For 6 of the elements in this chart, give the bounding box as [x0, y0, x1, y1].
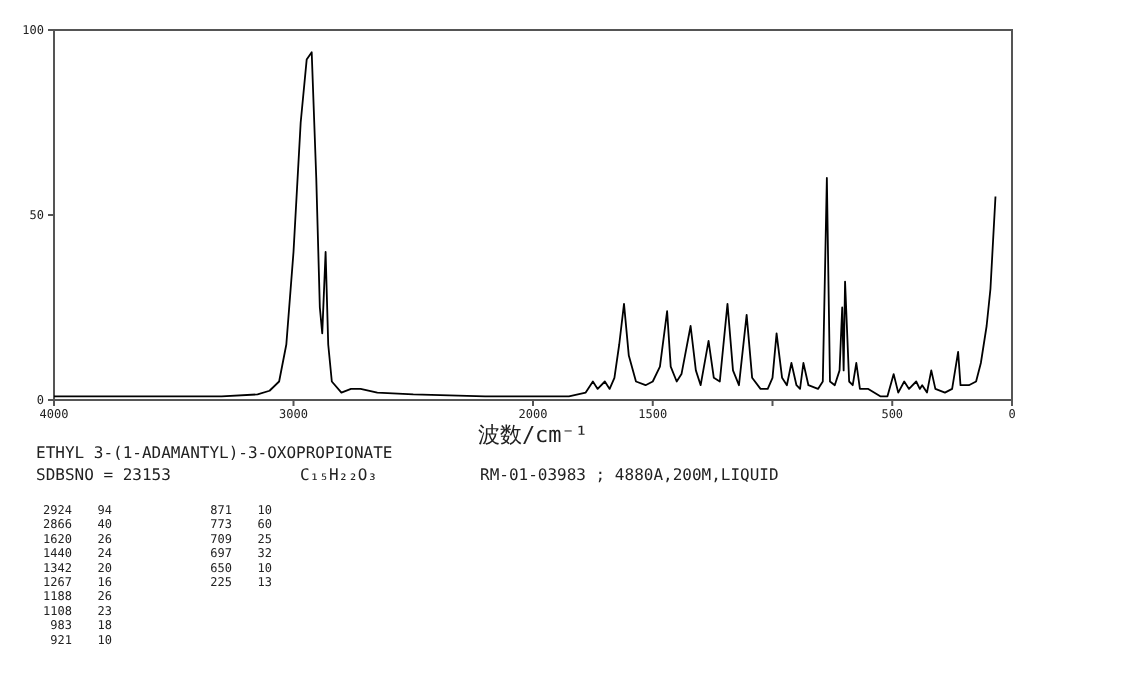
x-axis-title: 波数/cm⁻¹ [477, 422, 589, 448]
text: C₁₅H₂₂O₃ [300, 466, 378, 484]
text: SDBSNO = 23153 [36, 466, 172, 484]
text: ETHYL 3-(1-ADAMANTYL)-3-OXOPROPIONATE [36, 444, 393, 462]
text: RM-01-03983 ; 4880A,200M,LIQUID [480, 466, 779, 484]
line-series [53, 51, 997, 398]
